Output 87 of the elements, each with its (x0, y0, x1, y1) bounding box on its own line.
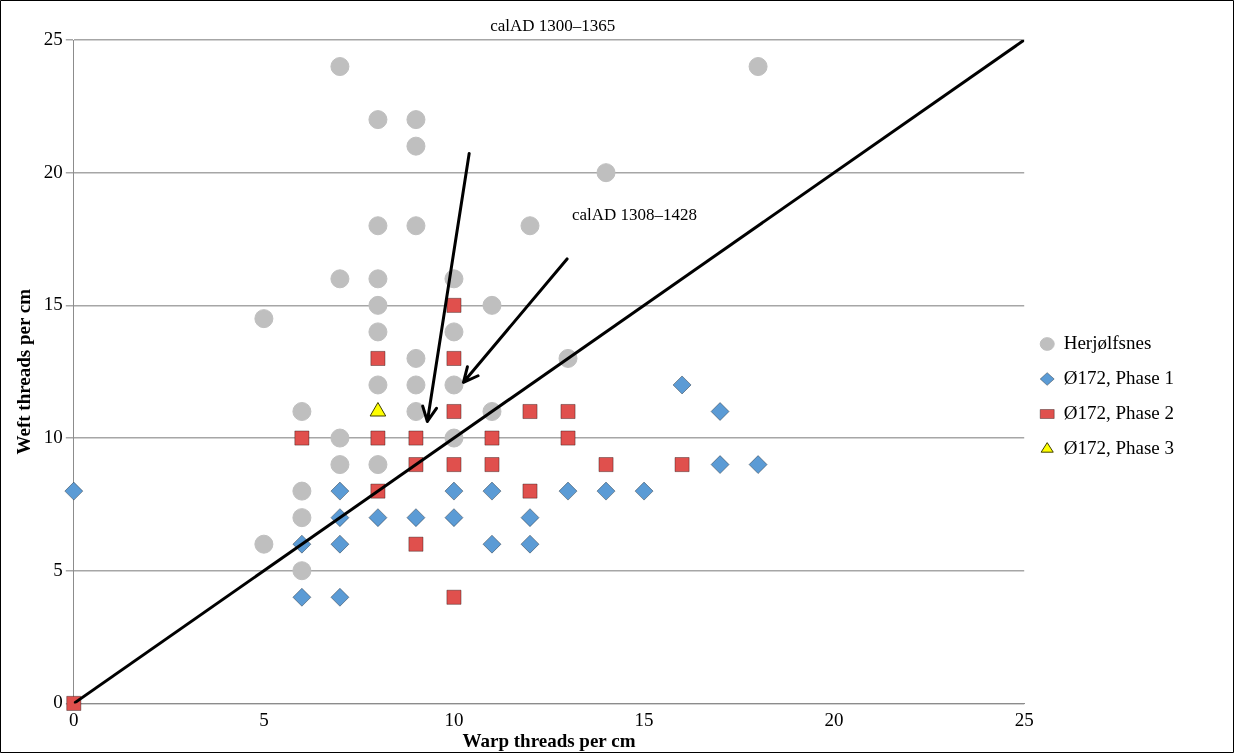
point (254, 309, 274, 329)
point (522, 403, 538, 420)
y-tick-label: 15 (43, 293, 63, 315)
point (406, 375, 426, 395)
text: calAD 1300–1365 (490, 16, 616, 36)
point (330, 57, 350, 77)
point (560, 430, 576, 446)
point (596, 163, 616, 183)
point (558, 481, 578, 501)
point (292, 587, 312, 607)
point (596, 481, 616, 501)
point (748, 455, 768, 475)
point (444, 322, 464, 342)
point (484, 457, 500, 473)
x-axis-title: Warp threads per cm (462, 729, 636, 751)
point (330, 587, 350, 607)
point (330, 481, 350, 501)
point (368, 455, 388, 475)
y-tick-label: 0 (53, 691, 63, 713)
point (444, 508, 464, 528)
point (446, 297, 462, 313)
point (446, 589, 462, 605)
point (482, 481, 502, 501)
x-tick-label: 25 (1014, 708, 1034, 730)
point (406, 216, 426, 236)
point (634, 481, 654, 501)
point (368, 322, 388, 342)
point (598, 457, 614, 473)
point (672, 375, 692, 395)
point (292, 508, 312, 528)
point (522, 483, 538, 499)
point (330, 534, 350, 554)
legend-label: Ø172, Phase 1 (1063, 366, 1175, 388)
point (406, 508, 426, 528)
point (368, 295, 388, 315)
x-tick-label: 20 (824, 708, 844, 730)
legend-label: Ø172, Phase 2 (1063, 401, 1175, 423)
x-tick-label: 10 (444, 708, 464, 730)
point (292, 481, 312, 501)
point (406, 110, 426, 130)
point (484, 430, 500, 446)
point (406, 348, 426, 368)
point (368, 269, 388, 289)
point (444, 481, 464, 501)
y-tick-label: 25 (43, 27, 63, 49)
legend-label: Ø172, Phase 3 (1063, 436, 1175, 458)
legend-label: Herjølfsnes (1063, 331, 1152, 353)
point (710, 455, 730, 475)
point (446, 403, 462, 420)
y-tick-label: 10 (43, 426, 63, 448)
point (408, 536, 424, 552)
point (710, 402, 730, 421)
annotation: calAD 1308–1428 (571, 205, 698, 225)
y-tick-label: 5 (53, 558, 63, 580)
point (294, 430, 310, 446)
point (674, 457, 690, 473)
point (408, 430, 424, 446)
point (406, 136, 426, 156)
point (406, 402, 426, 421)
point (368, 508, 388, 528)
point (370, 430, 386, 446)
point (446, 457, 462, 473)
point (482, 295, 502, 315)
point (482, 534, 502, 554)
point (330, 428, 350, 448)
point (520, 534, 540, 554)
point (292, 561, 312, 581)
point (254, 534, 274, 554)
point (520, 216, 540, 236)
point (444, 375, 464, 395)
point (370, 350, 386, 366)
point (748, 57, 768, 77)
point (64, 481, 84, 501)
point (368, 110, 388, 130)
point (368, 375, 388, 395)
point (330, 455, 350, 475)
point (368, 216, 388, 236)
y-axis-title: Weft threads per cm (13, 288, 35, 455)
point (292, 402, 312, 421)
x-tick-label: 0 (69, 708, 79, 730)
point (330, 269, 350, 289)
point (446, 350, 462, 366)
x-tick-label: 15 (634, 708, 654, 730)
x-tick-label: 5 (259, 708, 269, 730)
point (560, 403, 576, 420)
point (520, 508, 540, 528)
y-tick-label: 20 (43, 160, 63, 182)
